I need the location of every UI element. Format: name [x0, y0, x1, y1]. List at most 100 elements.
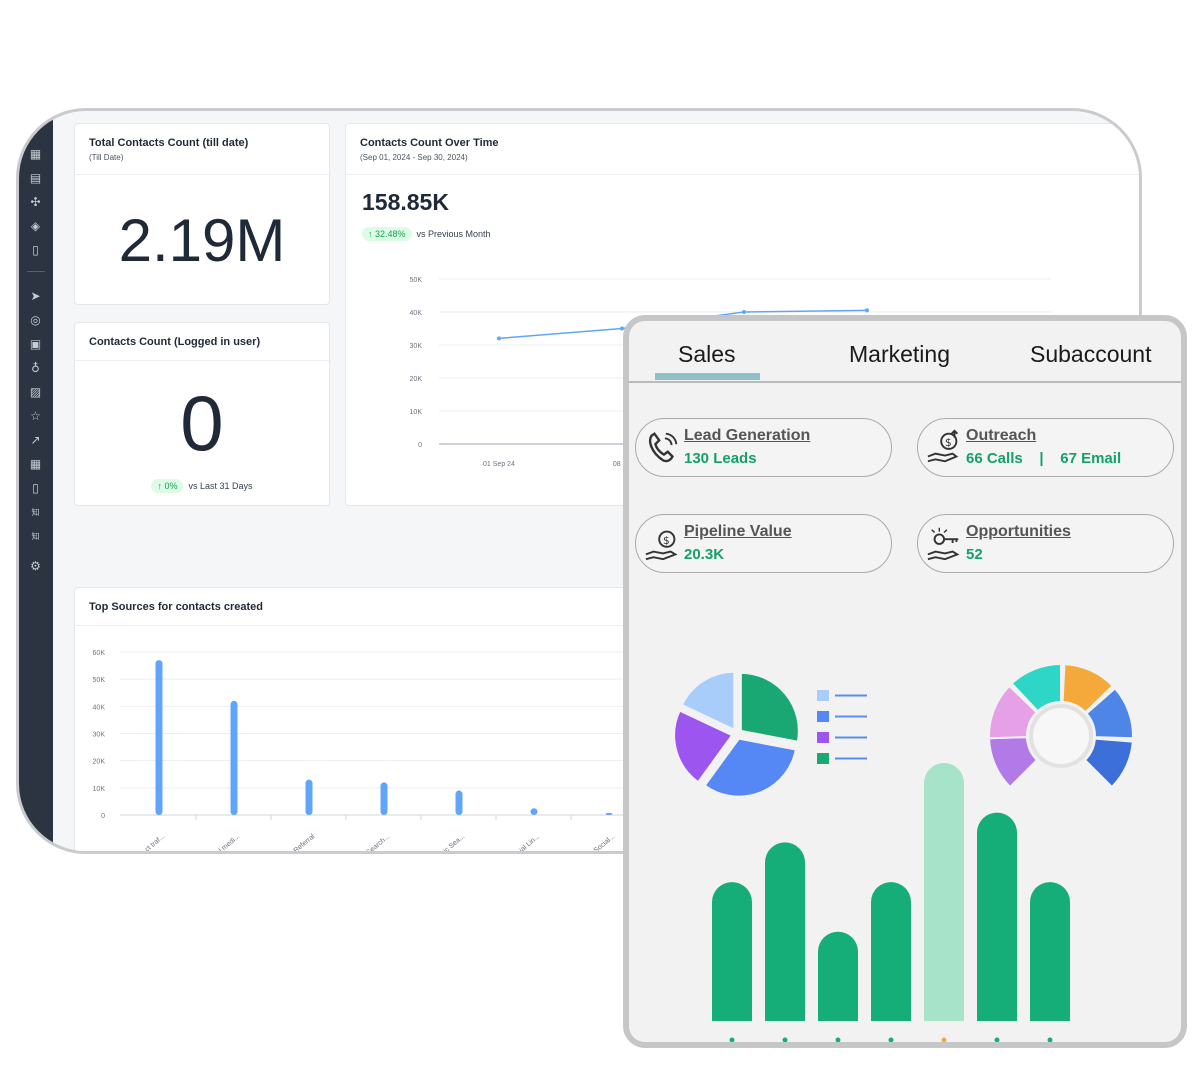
total-contacts-card: Total Contacts Count (till date) (Till D…	[74, 123, 330, 305]
change-badge: ↑ 32.48%	[362, 227, 412, 241]
target-icon[interactable]: ◎	[30, 313, 41, 327]
bar	[155, 660, 163, 815]
bar	[871, 882, 911, 1021]
divider	[75, 625, 1139, 626]
data-point	[497, 336, 501, 341]
bar	[1030, 882, 1070, 1021]
key-hand-icon	[927, 527, 960, 561]
y-tick-label: 30K	[93, 732, 106, 739]
bar	[530, 808, 538, 815]
pie-slice	[680, 670, 736, 732]
x-tick-label: l medi...	[218, 833, 241, 854]
donut-segment	[1061, 663, 1115, 714]
bar	[455, 790, 463, 815]
logged-in-contacts-card: Contacts Count (Logged in user) 0 ↑ 0% vs…	[74, 322, 330, 506]
x-tick-label: Referral	[293, 833, 317, 854]
bar-dot	[994, 1037, 1000, 1042]
total-contacts-value: 2.19M	[118, 207, 286, 274]
apps-icon[interactable]: ✣	[30, 195, 41, 209]
y-tick-label: 20K	[93, 759, 106, 766]
card-title: Lead Generation	[684, 427, 811, 444]
bar	[605, 812, 613, 815]
donut-segment	[988, 736, 1039, 789]
sidebar: ▦ ▤ ✣ ◈ ▯ ➤ ◎ ▣ ♁ ▨ ☆ ↗ ▦ ▯ 知知 ⚙	[19, 111, 53, 851]
x-tick-label: Search...	[365, 833, 391, 854]
logged-in-value: 0	[180, 379, 224, 467]
star-icon[interactable]: ☆	[30, 409, 41, 423]
tab-subaccount[interactable]: Subaccount	[1030, 341, 1152, 367]
data-point	[742, 310, 746, 314]
over-time-value: 158.85K	[362, 189, 449, 215]
tab-marketing[interactable]: Marketing	[849, 341, 950, 367]
divider	[346, 174, 1139, 175]
card-title: Contacts Count (Logged in user)	[89, 336, 261, 348]
card-title: Contacts Count Over Time	[360, 137, 499, 149]
bar	[924, 763, 964, 1021]
bar-dot	[835, 1037, 841, 1042]
trending-icon[interactable]: ↗	[30, 433, 41, 447]
card-title: Opportunities	[966, 523, 1071, 540]
card-title: Total Contacts Count (till date)	[89, 137, 249, 149]
card-subtitle: (Sep 01, 2024 - Sep 30, 2024)	[360, 153, 468, 162]
svg-text:$: $	[663, 535, 670, 547]
award-icon[interactable]: ♁	[31, 361, 40, 375]
y-tick-label: 60K	[93, 650, 106, 657]
vs-label: vs Last 31 Days	[188, 481, 253, 491]
outreach-card[interactable]: $ Outreach 66 Calls | 67 Email	[917, 418, 1174, 477]
image-icon[interactable]: ▨	[29, 385, 42, 399]
sales-overview-panel: Sales Marketing Subaccount Lead Generati…	[623, 315, 1187, 1048]
donut-segment	[988, 684, 1038, 740]
card-value: 130 Leads	[684, 450, 757, 467]
x-tick-label: ial Lin...	[518, 833, 541, 854]
calendar-icon[interactable]: ▦	[29, 147, 42, 161]
grid-icon[interactable]: ▦	[29, 457, 42, 471]
card-title: Pipeline Value	[684, 523, 792, 540]
bar-dot	[941, 1037, 947, 1042]
bar-dot	[782, 1037, 788, 1042]
inbox-icon[interactable]: ▤	[29, 171, 42, 185]
opportunities-card[interactable]: Opportunities 52	[917, 514, 1174, 573]
legend-swatch	[817, 690, 829, 701]
y-tick-label: 10K	[93, 786, 106, 793]
bar	[305, 779, 313, 815]
card-title: Outreach	[966, 427, 1037, 444]
x-tick-label: ic Sea...	[442, 833, 466, 854]
vs-label: vs Previous Month	[416, 229, 491, 239]
settings-icon[interactable]: ⚙	[30, 559, 41, 573]
media-icon[interactable]: ▣	[29, 337, 42, 351]
legend-swatch	[817, 711, 829, 722]
clipboard-icon[interactable]: ▯	[32, 243, 39, 257]
x-tick-label: 01 Sep 24	[483, 461, 515, 468]
x-tick-label: 08 Se	[613, 461, 631, 468]
y-tick-label: 0	[418, 442, 422, 449]
bar	[818, 931, 858, 1021]
card-value: 20.3K	[684, 546, 725, 563]
tab-divider	[629, 381, 1181, 383]
send-icon[interactable]: ➤	[30, 289, 41, 303]
brand-icon-2[interactable]: 知	[31, 532, 40, 541]
phone-icon[interactable]: ▯	[32, 481, 39, 495]
bar	[230, 700, 238, 815]
lead-generation-card[interactable]: Lead Generation 130 Leads	[635, 418, 892, 477]
dollar-hand-icon: $	[645, 530, 678, 561]
phone-icon	[648, 432, 678, 463]
data-point	[865, 308, 869, 313]
divider	[75, 360, 329, 361]
pie-slice	[673, 709, 734, 784]
y-tick-label: 0	[101, 813, 105, 820]
change-row: ↑ 32.48% vs Previous Month	[362, 224, 491, 242]
change-row: ↑ 0% vs Last 31 Days	[75, 476, 329, 494]
y-tick-label: 30K	[410, 343, 423, 350]
brand-icon-1[interactable]: 知	[31, 508, 40, 517]
svg-text:$: $	[945, 437, 952, 449]
pipeline-value-card[interactable]: $ Pipeline Value 20.3K	[635, 514, 892, 573]
tab-sales[interactable]: Sales	[678, 341, 736, 367]
active-tab-indicator	[655, 373, 760, 380]
box-icon[interactable]: ◈	[30, 219, 41, 233]
y-tick-label: 40K	[93, 704, 106, 711]
bar-dot	[888, 1037, 894, 1042]
y-tick-label: 10K	[410, 409, 423, 416]
bar	[712, 882, 752, 1021]
bar	[380, 782, 388, 815]
donut-segment	[1085, 686, 1134, 740]
